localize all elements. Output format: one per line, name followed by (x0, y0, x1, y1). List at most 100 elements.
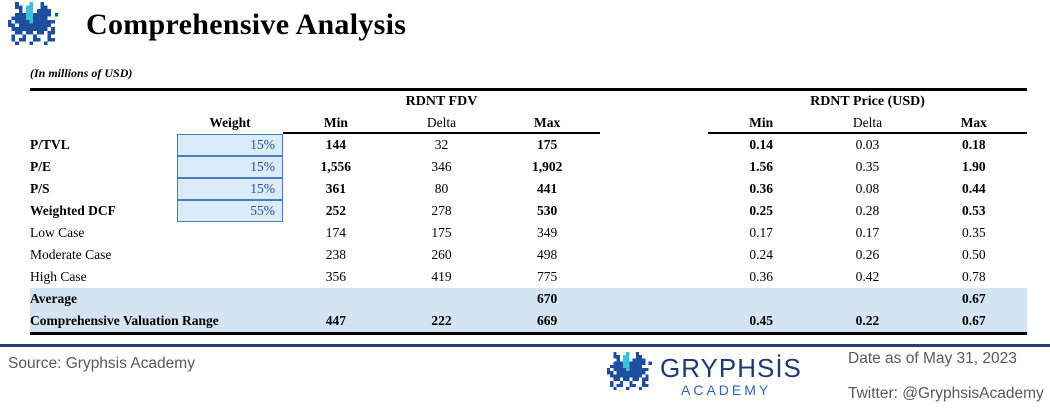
row-label: P/E (30, 159, 52, 174)
row-label: Average (30, 291, 77, 306)
table-row-average: Average 670 0.67 (30, 288, 1027, 310)
cell-price-delta: 0.22 (855, 313, 880, 328)
table-row-low-case: Low Case 174 175 349 0.17 0.17 0.35 (30, 222, 1027, 244)
row-label: Moderate Case (30, 247, 112, 262)
col-header-price-max: Max (960, 115, 987, 130)
source-text: Source: Gryphsis Academy (8, 355, 195, 372)
group-header-fdv: RDNT FDV (405, 94, 478, 109)
cell-fdv-delta: 278 (431, 203, 452, 218)
cell-price-min: 0.24 (749, 247, 773, 262)
weight-cell: 15% (177, 134, 283, 156)
twitter-handle: Twitter: @GryphsisAcademy (848, 385, 1044, 402)
cell-price-min: 0.45 (749, 313, 773, 328)
cell-fdv-max: 175 (537, 137, 558, 152)
cell-price-min: 0.36 (749, 269, 773, 284)
cell-fdv-min: 238 (325, 247, 346, 262)
table-row-valuation-range: Comprehensive Valuation Range 447 222 66… (30, 310, 1027, 332)
table-row-pe: P/E 15% 1,556 346 1,902 1.56 0.35 1.90 (30, 156, 1027, 178)
row-label: P/TVL (30, 137, 70, 152)
cell-price-delta (814, 288, 920, 310)
footer-divider (0, 344, 1050, 347)
page-title: Comprehensive Analysis (86, 8, 407, 41)
cell-fdv-min: 252 (325, 203, 346, 218)
weight-cell: 15% (177, 178, 283, 200)
cell-price-delta: 0.08 (855, 181, 880, 196)
table-top-rule (30, 88, 1027, 91)
cell-price-max: 0.53 (962, 203, 986, 218)
cell-fdv-max: 1,902 (531, 159, 563, 174)
cell-fdv-min (283, 288, 389, 310)
col-header-fdv-min: Min (323, 115, 348, 130)
row-label: High Case (30, 269, 87, 284)
cell-fdv-max: 498 (537, 247, 558, 262)
cell-fdv-max: 669 (537, 313, 558, 328)
cell-fdv-delta: 222 (431, 313, 452, 328)
cell-fdv-max: 441 (537, 181, 558, 196)
cell-price-delta: 0.03 (855, 137, 880, 152)
group-header-price: RDNT Price (USD) (810, 94, 925, 109)
cell-price-max: 0.78 (962, 269, 986, 284)
cell-fdv-min: 361 (325, 181, 346, 196)
cell-price-max: 1.90 (962, 159, 986, 174)
cell-fdv-min: 447 (325, 313, 346, 328)
col-header-price-delta: Delta (852, 115, 883, 130)
cell-price-delta: 0.17 (855, 225, 880, 240)
cell-fdv-delta (389, 288, 495, 310)
cell-price-max: 0.44 (962, 181, 986, 196)
col-header-fdv-delta: Delta (426, 115, 457, 130)
table-row-high-case: High Case 356 419 775 0.36 0.42 0.78 (30, 266, 1027, 288)
col-header-weight: Weight (209, 115, 251, 130)
cell-price-min (708, 288, 814, 310)
cell-price-max: 0.67 (962, 291, 986, 306)
cell-fdv-min: 174 (325, 225, 346, 240)
pixel-dragon-icon (607, 352, 653, 392)
header-underline (30, 132, 1027, 134)
cell-fdv-max: 775 (537, 269, 558, 284)
cell-price-min: 0.17 (749, 225, 773, 240)
cell-fdv-min: 1,556 (320, 159, 352, 174)
table-row-weighted-dcf: Weighted DCF 55% 252 278 530 0.25 0.28 0… (30, 200, 1027, 222)
cell-price-min: 0.14 (749, 137, 773, 152)
cell-fdv-delta: 32 (434, 137, 449, 152)
date-text: Date as of May 31, 2023 (848, 350, 1017, 367)
row-label: P/S (30, 181, 50, 196)
cell-fdv-delta: 80 (434, 181, 449, 196)
weight-cell: 55% (177, 200, 283, 222)
cell-price-min: 0.25 (749, 203, 773, 218)
cell-price-max: 0.67 (962, 313, 986, 328)
table-bottom-rule (30, 332, 1027, 335)
cell-fdv-min: 356 (325, 269, 346, 284)
cell-price-min: 1.56 (749, 159, 773, 174)
cell-fdv-delta: 419 (431, 269, 452, 284)
row-label: Weighted DCF (30, 203, 116, 218)
cell-fdv-max: 349 (537, 225, 558, 240)
valuation-table: RDNT FDV RDNT Price (USD) Weight Min Del… (30, 88, 1027, 335)
cell-price-delta: 0.26 (855, 247, 880, 262)
row-label: Low Case (30, 225, 85, 240)
col-header-price-min: Min (749, 115, 774, 130)
row-label: Comprehensive Valuation Range (30, 313, 219, 328)
cell-price-max: 0.18 (962, 137, 986, 152)
cell-price-delta: 0.35 (855, 159, 880, 174)
brand-subtitle: ACADEMY (681, 382, 772, 398)
units-note: (In millions of USD) (30, 66, 133, 80)
cell-price-delta: 0.28 (855, 203, 880, 218)
cell-price-min: 0.36 (749, 181, 773, 196)
weight-cell: 15% (177, 156, 283, 178)
cell-fdv-delta: 346 (431, 159, 452, 174)
brand-name: GRYPHSİS (660, 353, 802, 383)
cell-fdv-delta: 260 (431, 247, 452, 262)
cell-fdv-max: 530 (537, 203, 558, 218)
table-row-ps: P/S 15% 361 80 441 0.36 0.08 0.44 (30, 178, 1027, 200)
col-header-fdv-max: Max (534, 115, 561, 130)
cell-price-max: 0.35 (962, 225, 986, 240)
cell-fdv-max: 670 (537, 291, 558, 306)
pixel-dragon-icon (8, 2, 59, 46)
table-row-ptvl: P/TVL 15% 144 32 175 0.14 0.03 0.18 (30, 134, 1027, 156)
group-header-row: RDNT FDV RDNT Price (USD) (30, 91, 1027, 113)
table-row-moderate-case: Moderate Case 238 260 498 0.24 0.26 0.50 (30, 244, 1027, 266)
cell-fdv-min: 144 (325, 137, 346, 152)
cell-price-delta: 0.42 (855, 269, 880, 284)
cell-fdv-delta: 175 (431, 225, 452, 240)
column-header-row: Weight Min Delta Max Min Delta Max (30, 113, 1027, 132)
